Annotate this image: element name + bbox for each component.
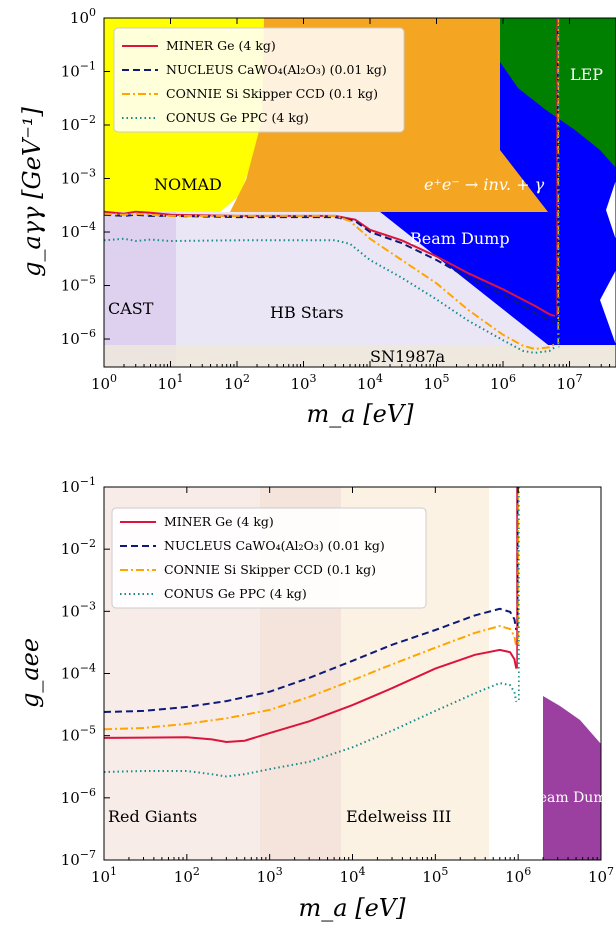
series-line-bottom-0 xyxy=(104,648,518,744)
x-tick-label-bottom-3: 104 xyxy=(339,865,365,886)
region-sn1987a xyxy=(104,345,616,367)
legend-label-nucleus-bottom: NUCLEUS CaWO₄(Al₂O₃) (0.01 kg) xyxy=(164,538,385,553)
ticks-top: 100 101 102 103 104 105 106 107 10−6 10−5 10−4 10−3… xyxy=(61,6,611,393)
legend-bottom: MINER Ge (4 kg) NUCLEUS CaWO₄(Al₂O₃) (0.… xyxy=(111,507,427,609)
x-tick-label-top-3: 103 xyxy=(290,372,316,393)
y-tick-label-bottom-1: 10−6 xyxy=(61,786,96,807)
region-label-hb-stars: HB Stars xyxy=(270,303,344,322)
y-tick-label-bottom-6: 10−1 xyxy=(61,475,96,496)
legend-label-nucleus-top: NUCLEUS CaWO₄(Al₂O₃) (0.01 kg) xyxy=(166,62,387,77)
legend-label-conus-top: CONUS Ge PPC (4 kg) xyxy=(166,110,309,125)
region-label-red-giants: Red Giants xyxy=(108,807,197,826)
x-tick-label-bottom-2: 103 xyxy=(257,865,283,886)
y-tick-label-top-2: 10−4 xyxy=(61,220,96,241)
region-label-beam-dump: Beam Dump xyxy=(410,229,510,248)
y-tick-label-bottom-5: 10−2 xyxy=(61,537,96,558)
region-label-sn1987a: SN1987a xyxy=(370,347,446,366)
x-tick-label-top-4: 104 xyxy=(357,372,383,393)
y-tick-label-bottom-2: 10−5 xyxy=(61,724,96,745)
legend-top: MINER Ge (4 kg) NUCLEUS CaWO₄(Al₂O₃) (0.… xyxy=(113,27,405,133)
y-tick-label-top-5: 10−1 xyxy=(61,60,96,81)
region-label-ee-inv: e⁺e⁻ → inv. + γ xyxy=(424,175,545,194)
ticks-bottom: 101 102 103 104 105 106 107 10−7 10−6 10−5 10−4 10−… xyxy=(61,475,614,886)
legend-label-connie-top: CONNIE Si Skipper CCD (0.1 kg) xyxy=(166,86,378,101)
series-line-bottom-1 xyxy=(104,607,518,713)
region-label-beam-dump-bottom: Beam Dump xyxy=(528,790,615,806)
legend-label-conus-bottom: CONUS Ge PPC (4 kg) xyxy=(164,586,307,601)
y-tick-label-top-3: 10−3 xyxy=(61,167,96,188)
legend-label-miner-top: MINER Ge (4 kg) xyxy=(166,38,276,53)
series-line-top-2 xyxy=(104,212,556,351)
x-axis-label-top: m_a [eV] xyxy=(307,400,415,428)
region-cast xyxy=(104,212,176,367)
x-tick-label-top-2: 102 xyxy=(224,372,250,393)
y-tick-label-top-6: 100 xyxy=(70,6,96,27)
x-tick-label-top-0: 100 xyxy=(91,372,117,393)
y-tick-label-bottom-0: 10−7 xyxy=(61,848,96,869)
x-tick-label-top-1: 101 xyxy=(157,372,183,393)
region-label-lep: LEP xyxy=(570,65,603,84)
x-tick-label-top-5: 105 xyxy=(423,372,449,393)
x-tick-label-bottom-5: 106 xyxy=(505,865,531,886)
series-group-bottom xyxy=(104,487,520,778)
series-group-top xyxy=(104,18,560,354)
legend-box-top xyxy=(113,27,405,133)
region-hb-stars xyxy=(104,212,548,345)
legend-label-connie-bottom: CONNIE Si Skipper CCD (0.1 kg) xyxy=(164,562,376,577)
y-tick-label-bottom-3: 10−4 xyxy=(61,662,96,683)
x-tick-label-top-7: 107 xyxy=(556,372,582,393)
x-tick-label-bottom-6: 107 xyxy=(588,865,614,886)
chart-axion-electron: 101 102 103 104 105 106 107 10−7 10−6 10−5 10−4 10−… xyxy=(16,475,616,922)
chart-axion-photon: 100 101 102 103 104 105 106 107 10−6 10−5 10−4 10−3… xyxy=(18,6,616,428)
x-tick-label-bottom-1: 102 xyxy=(174,865,200,886)
series-line-bottom-3 xyxy=(104,682,518,778)
legend-box-bottom xyxy=(111,507,427,609)
y-tick-label-top-4: 10−2 xyxy=(61,113,96,134)
y-tick-label-top-0: 10−6 xyxy=(61,327,96,348)
region-label-edelweiss: Edelweiss III xyxy=(346,807,451,826)
x-axis-label-bottom: m_a [eV] xyxy=(299,894,407,922)
y-tick-label-bottom-4: 10−3 xyxy=(61,599,96,620)
region-label-nomad: NOMAD xyxy=(154,175,222,194)
region-label-cast: CAST xyxy=(108,299,154,318)
series-line-top-0 xyxy=(104,210,556,317)
legend-label-miner-bottom: MINER Ge (4 kg) xyxy=(164,514,274,529)
x-tick-label-bottom-4: 105 xyxy=(422,865,448,886)
series-line-bottom-2 xyxy=(104,624,518,731)
x-tick-label-top-6: 106 xyxy=(490,372,516,393)
y-axis-label-bottom: g_aee xyxy=(16,638,44,708)
series-line-top-1 xyxy=(104,213,556,323)
y-axis-label-top: g_aγγ [GeV⁻¹] xyxy=(18,107,46,277)
region-beam-dump-bottom xyxy=(543,696,601,860)
y-tick-label-top-1: 10−5 xyxy=(61,274,96,295)
x-tick-label-bottom-0: 101 xyxy=(91,865,117,886)
